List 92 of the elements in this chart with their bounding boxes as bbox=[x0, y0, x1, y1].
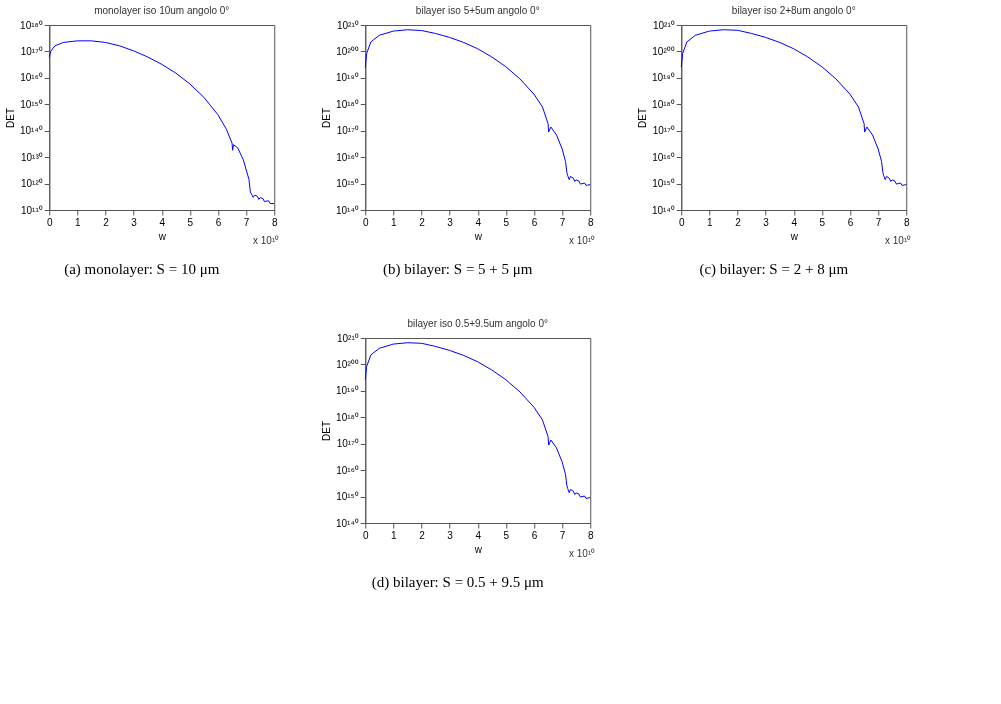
y-tick-label: 10¹⁴⁰ bbox=[336, 517, 359, 529]
text: (c) bilayer: S = 2 + 8 μm bbox=[699, 261, 849, 278]
y-tick-label: 10¹⁶⁰ bbox=[20, 72, 43, 84]
text: x 10¹⁰ bbox=[569, 548, 596, 559]
y-tick-label: 10¹⁸⁰ bbox=[652, 98, 675, 110]
x-tick-label: 8 bbox=[903, 216, 910, 228]
x-tick-label: 2 bbox=[419, 216, 426, 228]
x-tick-label: 7 bbox=[559, 216, 566, 228]
x-tick-label: 8 bbox=[271, 216, 278, 228]
y-tick-label: 10¹⁵⁰ bbox=[652, 178, 675, 190]
text: x 10¹⁰ bbox=[253, 235, 280, 246]
x-tick-label: 5 bbox=[503, 216, 510, 228]
y-tick-label: 10¹⁷⁰ bbox=[20, 45, 43, 57]
y-tick-label: 10¹⁶⁰ bbox=[336, 464, 359, 476]
text: (a) monolayer: S = 10 μm bbox=[64, 261, 220, 278]
x-tick-label: 4 bbox=[159, 216, 166, 228]
x-tick-label: 4 bbox=[791, 216, 798, 228]
x-tick-label: 6 bbox=[531, 216, 538, 228]
y-tick-label: 10¹⁸⁰ bbox=[336, 98, 359, 110]
y-tick-label: 10¹⁷⁰ bbox=[652, 125, 675, 137]
x-tick-label: 4 bbox=[475, 216, 482, 228]
x-axis-title: w bbox=[473, 230, 483, 242]
x-tick-label: 0 bbox=[46, 216, 53, 228]
y-tick-label: 10¹⁸⁰ bbox=[20, 19, 43, 31]
x-tick-label: 3 bbox=[447, 216, 454, 228]
x-tick-label: 3 bbox=[447, 529, 454, 541]
line-series bbox=[680, 29, 907, 186]
y-tick-label: 10¹³⁰ bbox=[20, 151, 43, 163]
x-tick-label: 7 bbox=[243, 216, 250, 228]
y-tick-label: 10¹⁶⁰ bbox=[336, 151, 359, 163]
y-tick-label: 10¹⁶⁰ bbox=[652, 151, 675, 163]
chart-title: bilayer iso 2+8um angolo 0° bbox=[731, 5, 856, 16]
x-tick-label: 5 bbox=[819, 216, 826, 228]
x-tick-label: 5 bbox=[503, 529, 510, 541]
x-axis-title: w bbox=[789, 230, 799, 242]
x-tick-label: 2 bbox=[103, 216, 110, 228]
line-series bbox=[364, 29, 591, 186]
y-tick-label: 10¹⁹⁰ bbox=[336, 72, 359, 84]
y-tick-label: 10¹⁵⁰ bbox=[336, 178, 359, 190]
x-tick-label: 7 bbox=[875, 216, 882, 228]
y-axis-title: DET bbox=[321, 108, 332, 128]
chart-title: monolayer iso 10um angolo 0° bbox=[94, 5, 230, 16]
x-tick-label: 7 bbox=[559, 529, 566, 541]
y-tick-label: 10²¹⁰ bbox=[336, 19, 359, 31]
x-tick-label: 6 bbox=[847, 216, 854, 228]
text: (b) bilayer: S = 5 + 5 μm bbox=[382, 261, 533, 278]
x-tick-label: 1 bbox=[75, 216, 82, 228]
y-axis-title: DET bbox=[5, 108, 16, 128]
x-tick-label: 2 bbox=[419, 529, 426, 541]
x-axis-title: w bbox=[157, 230, 167, 242]
y-tick-label: 10²¹⁰ bbox=[336, 332, 359, 344]
y-tick-label: 10²⁰⁰ bbox=[336, 45, 359, 57]
x-tick-label: 2 bbox=[735, 216, 742, 228]
line-series bbox=[364, 342, 591, 499]
y-tick-label: 10¹²⁰ bbox=[20, 178, 43, 190]
y-tick-label: 10¹¹⁰ bbox=[20, 204, 43, 216]
text: x 10¹⁰ bbox=[885, 235, 912, 246]
x-tick-label: 8 bbox=[587, 216, 594, 228]
text: (d) bilayer: S = 0.5 + 9.5 μm bbox=[371, 574, 545, 591]
y-tick-label: 10¹⁴⁰ bbox=[336, 204, 359, 216]
x-tick-label: 6 bbox=[531, 529, 538, 541]
x-tick-label: 4 bbox=[475, 529, 482, 541]
x-tick-label: 0 bbox=[678, 216, 685, 228]
y-tick-label: 10¹⁹⁰ bbox=[336, 385, 359, 397]
x-tick-label: 0 bbox=[362, 529, 369, 541]
x-tick-label: 6 bbox=[215, 216, 222, 228]
x-tick-label: 1 bbox=[707, 216, 714, 228]
x-tick-label: 1 bbox=[391, 529, 398, 541]
y-tick-label: 10¹⁸⁰ bbox=[336, 411, 359, 423]
y-tick-label: 10¹⁵⁰ bbox=[336, 491, 359, 503]
y-tick-label: 10¹⁵⁰ bbox=[20, 98, 43, 110]
x-tick-label: 3 bbox=[131, 216, 138, 228]
y-tick-label: 10¹⁴⁰ bbox=[652, 204, 675, 216]
y-axis-title: DET bbox=[321, 421, 332, 441]
chart-title: bilayer iso 5+5um angolo 0° bbox=[415, 5, 540, 16]
x-tick-label: 0 bbox=[362, 216, 369, 228]
y-tick-label: 10¹⁷⁰ bbox=[336, 438, 359, 450]
x-tick-label: 3 bbox=[763, 216, 770, 228]
y-axis-title: DET bbox=[637, 108, 648, 128]
x-axis-title: w bbox=[473, 543, 483, 555]
y-tick-label: 10²⁰⁰ bbox=[336, 358, 359, 370]
x-tick-label: 8 bbox=[587, 529, 594, 541]
x-tick-label: 5 bbox=[187, 216, 194, 228]
line-series bbox=[48, 40, 275, 205]
y-tick-label: 10²⁰⁰ bbox=[652, 45, 675, 57]
y-tick-label: 10¹⁷⁰ bbox=[336, 125, 359, 137]
y-tick-label: 10¹⁴⁰ bbox=[20, 125, 43, 137]
y-tick-label: 10¹⁹⁰ bbox=[652, 72, 675, 84]
x-tick-label: 1 bbox=[391, 216, 398, 228]
chart-title: bilayer iso 0.5+9.5um angolo 0° bbox=[407, 318, 548, 329]
text: x 10¹⁰ bbox=[569, 235, 596, 246]
y-tick-label: 10²¹⁰ bbox=[652, 19, 675, 31]
